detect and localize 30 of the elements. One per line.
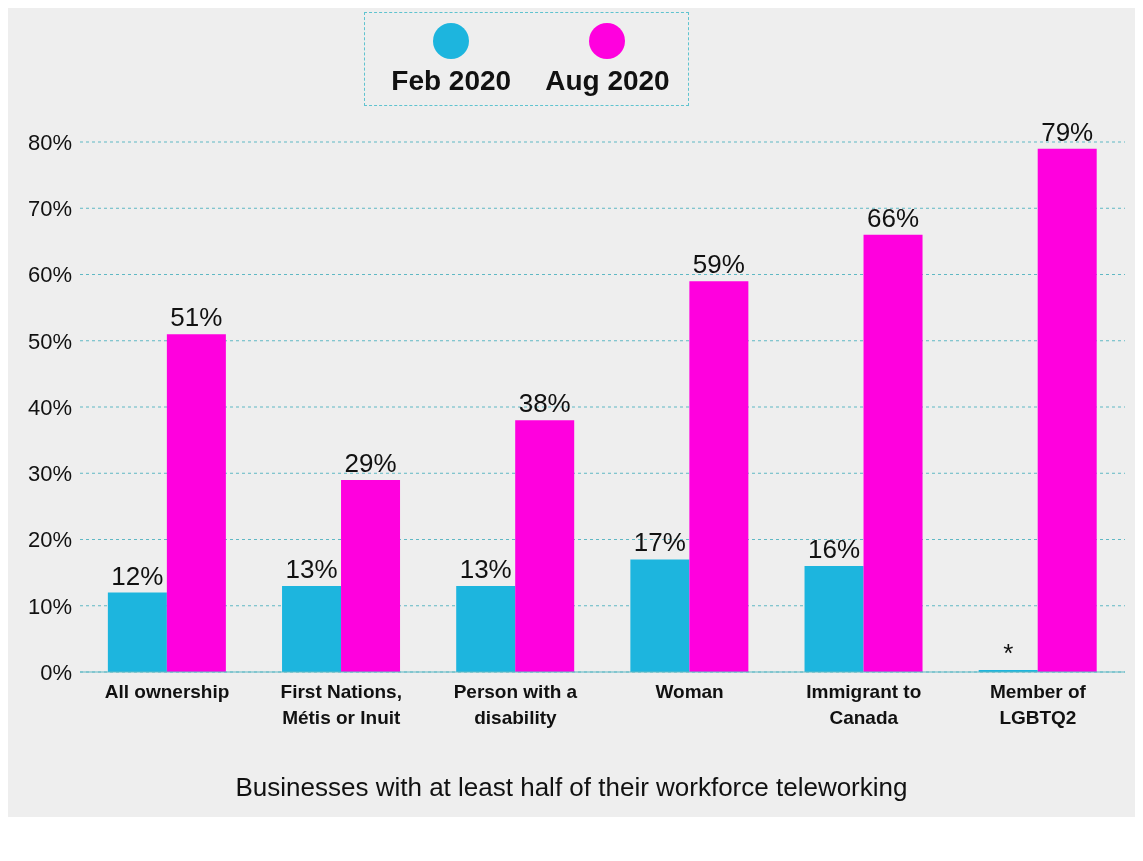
x-tick-label: Member of LGBTQ2	[989, 681, 1087, 728]
data-label: 17%	[633, 527, 686, 558]
y-tick-label: 40%	[27, 394, 72, 420]
y-tick-label: 70%	[27, 196, 72, 222]
x-tick-label: First Nations, Métis or Inuit	[280, 681, 402, 728]
legend-label: Feb 2020	[391, 65, 512, 97]
data-label: 13%	[459, 553, 512, 584]
y-tick-label: 50%	[27, 328, 72, 354]
x-tick-label: All ownership	[104, 681, 230, 702]
x-tick-label: Person with a disability	[453, 681, 578, 728]
data-label: *	[1003, 638, 1014, 669]
data-label: 38%	[518, 388, 571, 419]
data-label: 12%	[111, 560, 164, 591]
y-tick-label: 0%	[40, 659, 72, 685]
x-axis-title: Businesses with at least half of their workforce teleworking	[234, 772, 909, 804]
data-label: 51%	[170, 302, 223, 333]
data-label: 66%	[867, 202, 920, 233]
data-label: 13%	[285, 553, 338, 584]
data-label: 16%	[808, 534, 861, 564]
data-label: 79%	[1041, 116, 1094, 147]
x-tick-label: Immigrant to Canada	[806, 681, 922, 728]
data-label: 29%	[344, 447, 397, 478]
y-tick-label: 80%	[27, 129, 72, 155]
data-label: 59%	[692, 249, 745, 280]
y-tick-label: 60%	[27, 262, 72, 288]
x-tick-label: Woman	[655, 681, 724, 702]
legend-label: Aug 2020	[545, 65, 670, 97]
y-tick-label: 20%	[27, 527, 72, 553]
y-tick-label: 10%	[27, 593, 72, 619]
y-tick-label: 30%	[27, 461, 72, 487]
